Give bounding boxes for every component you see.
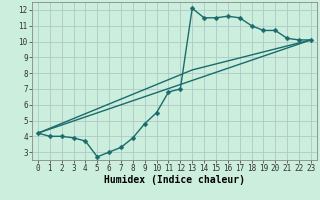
X-axis label: Humidex (Indice chaleur): Humidex (Indice chaleur) (104, 175, 245, 185)
